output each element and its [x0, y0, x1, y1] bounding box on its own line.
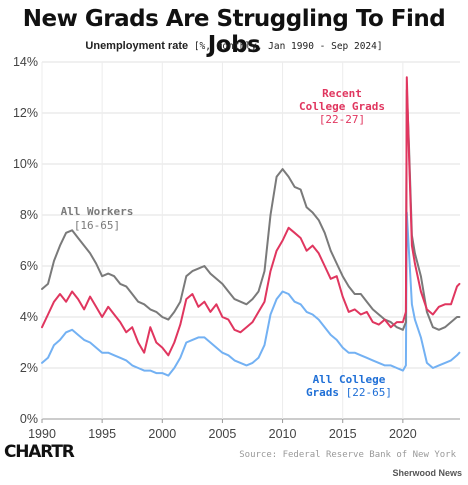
source-note: Source: Federal Reserve Bank of New York	[239, 450, 456, 460]
label-all-college-age: [22-65]	[339, 386, 392, 399]
subtitle-main: Unemployment rate	[85, 40, 189, 52]
x-tick-label: 2005	[209, 427, 237, 441]
label-all-workers-name: All Workers	[61, 205, 134, 218]
series-line-recent-college-grads	[41, 76, 461, 357]
y-tick-label: 8%	[20, 208, 38, 222]
y-tick-label: 6%	[20, 259, 38, 273]
x-tick-label: 2020	[389, 427, 417, 441]
x-axis-ticks: 1990 1995 2000 2005 2010 2015 2020	[28, 427, 417, 441]
series-line-all-college-grads	[41, 211, 461, 377]
chart-subtitle: Unemployment rate [%, monthly, Jan 1990 …	[0, 40, 468, 52]
x-tick-label: 1995	[88, 427, 116, 441]
label-all-college-grads: Grads	[306, 386, 339, 399]
y-tick-label: 10%	[13, 157, 38, 171]
y-axis-ticks: 0% 2% 4% 6% 8% 10% 12% 14%	[13, 55, 38, 426]
y-tick-label: 0%	[20, 412, 38, 426]
label-recent-grads-age: [22-27]	[319, 113, 365, 126]
y-tick-label: 4%	[20, 310, 38, 324]
label-all-college-line1: All College	[313, 373, 386, 386]
label-all-college-line2: Grads [22-65]	[306, 386, 392, 399]
y-tick-label: 2%	[20, 361, 38, 375]
series-labels: All Workers [16-65] Recent College Grads…	[61, 87, 392, 399]
series-lines	[41, 76, 461, 377]
chart-title: New Grads Are Struggling To Find Jobs	[22, 6, 446, 58]
brand-credit: Sherwood News	[392, 468, 462, 478]
y-tick-label: 12%	[13, 106, 38, 120]
label-all-workers-age: [16-65]	[74, 219, 120, 232]
label-recent-grads-line1: Recent	[322, 87, 362, 100]
chartr-logo: CHARTR	[4, 442, 75, 462]
x-tick-label: 2010	[269, 427, 297, 441]
x-tick-label: 2015	[329, 427, 357, 441]
subtitle-detail: [%, monthly, Jan 1990 - Sep 2024]	[188, 41, 383, 52]
label-recent-grads-line2: College Grads	[299, 100, 385, 113]
series-line-all-workers	[41, 89, 461, 331]
x-tick-label: 2000	[148, 427, 176, 441]
y-tick-label: 14%	[13, 55, 38, 69]
x-tick-label: 1990	[28, 427, 56, 441]
